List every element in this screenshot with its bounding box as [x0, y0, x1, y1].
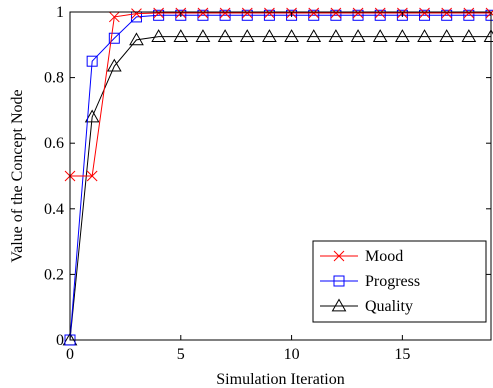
data-point [284, 29, 299, 42]
y-tick-label: 1 [56, 4, 64, 21]
legend-label: Mood [365, 248, 403, 265]
data-point [239, 29, 255, 42]
data-point [374, 9, 386, 21]
data-point [483, 29, 493, 42]
y-tick-label: 0.4 [44, 201, 64, 218]
plot-frame [69, 11, 492, 341]
data-point [86, 55, 98, 67]
data-point [197, 7, 209, 19]
legend-label: Progress [365, 273, 420, 290]
data-point [330, 9, 342, 21]
data-point [395, 29, 410, 42]
series-quality [62, 29, 493, 346]
data-point [463, 9, 475, 21]
x-tick-label: 5 [177, 346, 185, 363]
data-point [352, 7, 364, 19]
legend-item: Progress [320, 273, 420, 290]
series-mood [64, 7, 493, 182]
data-point [173, 29, 189, 42]
data-point [306, 29, 322, 42]
data-point [286, 9, 298, 21]
data-point [129, 32, 144, 46]
legend-swatch-marker [333, 275, 345, 287]
data-point [86, 170, 98, 182]
legend-label: Quality [365, 298, 413, 315]
data-point [328, 29, 344, 42]
data-point [374, 7, 386, 19]
data-point [195, 29, 211, 42]
y-tick-label: 0 [56, 332, 64, 349]
y-tick-label: 0.8 [44, 70, 64, 87]
data-point [439, 29, 455, 42]
data-point [106, 58, 122, 72]
data-point [219, 7, 231, 19]
data-point [262, 29, 277, 42]
data-point [108, 11, 120, 23]
data-point [441, 7, 453, 19]
data-point [151, 29, 166, 42]
y-tick-label: 0.6 [44, 135, 64, 152]
legend-item: Mood [320, 248, 403, 265]
series-line [70, 12, 491, 177]
data-point [264, 7, 275, 19]
series-layer [62, 7, 493, 346]
data-point [350, 29, 366, 42]
data-point [419, 9, 431, 21]
data-point [417, 29, 432, 42]
legend-item: Quality [320, 298, 413, 315]
data-point [175, 9, 187, 21]
data-point [153, 7, 164, 19]
x-tick-label: 10 [284, 346, 300, 363]
legend-swatch-marker [333, 250, 345, 262]
x-tick-label: 15 [394, 346, 410, 363]
data-point [461, 29, 477, 42]
y-axis-title: Value of the Concept Node [9, 89, 26, 262]
data-point [396, 9, 408, 21]
x-tick-label: 0 [66, 346, 74, 363]
x-axis-title: Simulation Iteration [216, 371, 344, 388]
legend-swatch-marker [331, 298, 347, 312]
data-point [108, 32, 120, 44]
data-point [308, 7, 320, 19]
data-point [197, 9, 209, 21]
data-point [241, 7, 253, 19]
data-point [330, 7, 342, 19]
data-point [153, 9, 165, 21]
y-tick-label: 0.2 [44, 266, 64, 283]
legend: Mood Progress Quality [312, 240, 487, 323]
data-point [263, 9, 275, 21]
data-point [219, 9, 231, 21]
data-point [419, 7, 430, 19]
data-point [463, 7, 475, 19]
data-point [372, 29, 388, 42]
data-point [217, 29, 233, 42]
data-point [308, 9, 320, 21]
data-point [241, 9, 253, 21]
data-point [131, 8, 142, 19]
data-point [441, 9, 453, 21]
data-point [84, 109, 100, 123]
ticks-layer: 0 5 10 15 0 0.2 0.4 0.6 0.8 1 [44, 4, 491, 363]
data-point [352, 9, 364, 21]
